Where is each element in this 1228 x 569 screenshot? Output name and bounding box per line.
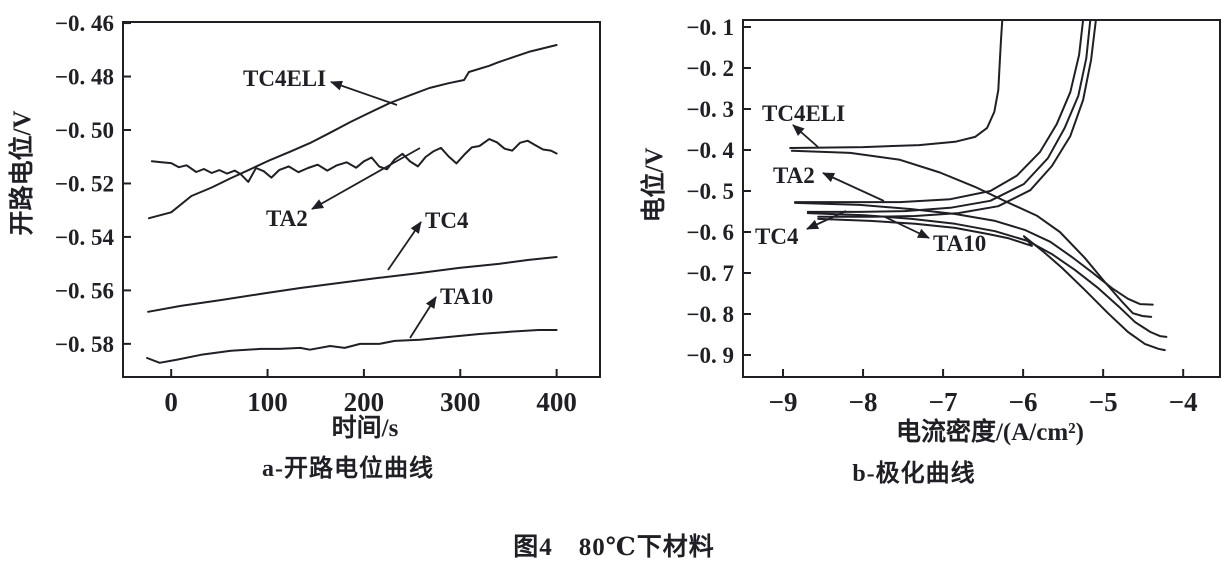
x-tick-label: 0 [164, 387, 178, 417]
series-TC4ELI-anodic [789, 19, 1004, 149]
curve-label-TA2: TA2 [773, 163, 815, 188]
y-tick-label: −0. 5 [686, 179, 734, 204]
y-tick-label: −0. 1 [686, 15, 734, 40]
plot-border [742, 19, 1221, 378]
series-TC4-cathodic [806, 212, 1168, 338]
y-tick-label: −0. 58 [55, 332, 114, 357]
y-tick-label: −0. 46 [55, 11, 114, 36]
figure-caption: 图4 80℃下材料 [513, 534, 715, 561]
open-circuit-potential-svg: 0 100 200 300 400 −0. 46 −0. 48 −0. 50 −0. 52 −0.… [7, 11, 601, 442]
series-TC4ELI-cathodic [790, 149, 1153, 318]
curve-label-TA10: TA10 [440, 284, 493, 309]
y-tick-label: −0. 6 [686, 220, 734, 245]
x-tick-label: 100 [247, 387, 288, 417]
curve-label-TC4: TC4 [755, 224, 799, 249]
x-tick-label: −5 [1089, 387, 1118, 417]
annotation-arrow-TA10 [409, 296, 437, 339]
y-tick-label: −0. 3 [686, 97, 734, 122]
x-tick-label: −6 [1009, 387, 1038, 417]
y-tick-label: −0. 52 [55, 171, 114, 196]
y-tick-label: −0. 4 [686, 138, 734, 163]
curve-label-TA10: TA10 [933, 231, 986, 256]
y-tick-label: −0. 54 [55, 225, 115, 250]
curve-label-TC4ELI: TC4ELI [762, 101, 845, 126]
series-TC4-anodic [806, 19, 1092, 213]
annotation-arrow-TA2 [822, 172, 885, 202]
series-TA2 [150, 138, 558, 183]
x-tick-label: 300 [440, 387, 481, 417]
x-tick-label: −4 [1169, 387, 1198, 417]
curve-label-TC4ELI: TC4ELI [243, 66, 326, 91]
series-TA10-cathodic [817, 217, 1166, 352]
x-axis-label: 电流密度/(A/cm²) [896, 417, 1084, 446]
plot-border [122, 21, 601, 378]
y-axis-label: 电位/V [639, 147, 668, 222]
x-tick-label: 400 [536, 387, 577, 417]
y-tick-label: −0. 8 [686, 302, 734, 327]
x-tick-label: −9 [769, 387, 798, 417]
annotation-arrow-TC4 [387, 221, 422, 271]
x-tick-label: −7 [929, 387, 958, 417]
annotation-arrow-TC4 [806, 210, 847, 230]
series-TA2-cathodic [794, 201, 1154, 306]
series-TA10 [146, 329, 558, 364]
series-TA2-anodic [794, 19, 1085, 204]
series-TA10-anodic [817, 19, 1097, 218]
y-tick-label: −0. 50 [55, 118, 114, 143]
annotation-arrow-TC4ELI [330, 80, 398, 106]
x-tick-label: −8 [849, 387, 878, 417]
polarization-svg: −9 −8 −7 −6 −5 −4 −0. 1 −0. 2 −0. 3 −0. 4 −0. 5 −0.… [639, 15, 1221, 446]
annotation-arrow-TA2 [311, 147, 421, 210]
y-tick-label: −0. 48 [55, 65, 114, 90]
x-axis-label: 时间/s [332, 414, 399, 442]
y-tick-label: −0. 7 [686, 261, 734, 286]
series-TC4ELI [148, 44, 558, 220]
curve-label-TA2: TA2 [266, 206, 308, 231]
annotation-arrow-TA10 [884, 216, 930, 239]
polarization-chart: −9 −8 −7 −6 −5 −4 −0. 1 −0. 2 −0. 3 −0. 4 −0. 5 −0.… [614, 0, 1228, 500]
y-tick-label: −0. 9 [686, 343, 734, 368]
curve-label-TC4: TC4 [425, 208, 469, 233]
subtitle-a: a-开路电位曲线 [262, 456, 434, 482]
open-circuit-potential-chart: 0 100 200 300 400 −0. 46 −0. 48 −0. 50 −0. 52 −0.… [0, 0, 614, 500]
y-tick-label: −0. 56 [55, 278, 114, 303]
y-tick-label: −0. 2 [686, 56, 734, 81]
y-axis-label: 开路电位/V [7, 110, 36, 235]
annotation-arrow-TC4ELI [792, 124, 819, 148]
subtitle-b: b-极化曲线 [852, 461, 976, 487]
x-tick-label: 200 [344, 387, 385, 417]
series-TC4 [147, 256, 558, 313]
